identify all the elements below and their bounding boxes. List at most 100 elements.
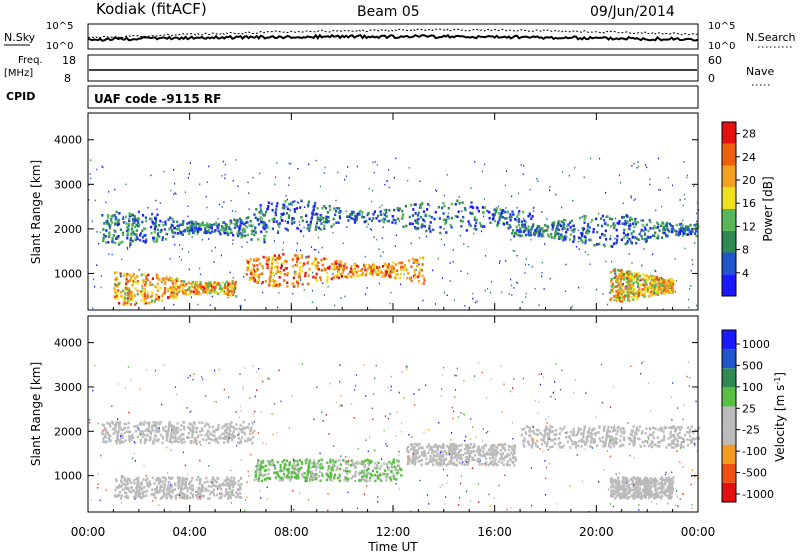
power-echo-cell <box>182 283 185 287</box>
power-echo-cell <box>502 222 506 226</box>
velocity-echo-cell <box>583 428 586 431</box>
power-echo-cell <box>413 268 416 272</box>
velocity-echo-cell <box>101 431 104 435</box>
power-echo-cell <box>115 292 118 295</box>
power-echo-cell <box>156 286 159 289</box>
power-echo-cell <box>399 276 402 280</box>
power-echo-cell <box>320 215 323 218</box>
power-echo-cell <box>135 229 138 232</box>
velocity-echo-cell <box>386 463 389 466</box>
power-echo-cell <box>661 289 665 293</box>
power-echo-cell <box>691 230 694 233</box>
power-noise-cell <box>315 228 318 231</box>
power-echo-cell <box>122 221 126 224</box>
velocity-echo-cell <box>308 461 311 464</box>
power-noise-cell <box>383 212 385 215</box>
power-echo-cell <box>568 221 572 224</box>
power-noise-cell <box>571 305 573 308</box>
power-noise-cell <box>380 210 382 212</box>
power-noise-cell <box>418 237 420 239</box>
power-noise-cell <box>96 264 98 266</box>
power-echo-cell <box>102 238 105 242</box>
power-echo-cell <box>171 224 174 227</box>
power-echo-cell <box>207 225 210 229</box>
velocity-echo-cell <box>422 451 425 454</box>
power-noise-cell <box>240 306 242 308</box>
power-noise-cell <box>114 188 116 191</box>
velocity-echo-cell <box>269 460 272 464</box>
power-echo-cell <box>154 217 157 220</box>
power-echo-cell <box>252 278 256 281</box>
power-echo-cell <box>324 206 328 210</box>
power-echo-cell <box>211 230 214 233</box>
power-noise-cell <box>282 241 285 244</box>
power-echo-cell <box>544 224 547 227</box>
velocity-echo-cell <box>311 461 314 465</box>
power-echo-cell <box>199 287 202 290</box>
power-echo-cell <box>109 226 112 230</box>
velocity-echo-cell <box>468 450 471 453</box>
power-echo-cell <box>239 232 242 235</box>
power-echo-cell <box>173 285 176 289</box>
velocity-echo-cell <box>651 441 654 444</box>
velocity-echo-cell <box>165 432 168 435</box>
velocity-echo-cell <box>301 462 304 465</box>
power-echo-cell <box>235 222 238 225</box>
power-echo-cell <box>666 221 669 225</box>
velocity-echo-cell <box>613 444 616 448</box>
power-echo-cell <box>647 229 650 233</box>
power-echo-cell <box>632 298 635 301</box>
power-noise-cell <box>501 291 503 294</box>
power-echo-cell <box>353 218 356 221</box>
velocity-echo-cell <box>218 486 221 490</box>
power-echo-cell <box>188 286 191 289</box>
power-echo-cell <box>304 274 307 278</box>
velocity-echo-cell <box>594 433 597 437</box>
velocity-echo-cell <box>527 440 530 443</box>
power-echo-cell <box>238 226 241 230</box>
velocity-echo-cell <box>124 427 127 430</box>
velocity-echo-cell <box>455 455 458 459</box>
velocity-echo-cell <box>136 435 139 439</box>
power-noise-cell <box>572 229 574 231</box>
velocity-echo-cell <box>285 468 288 471</box>
power-echo-cell <box>551 222 554 225</box>
power-echo-cell <box>255 208 258 211</box>
power-noise-cell <box>695 212 698 215</box>
velocity-echo-cell <box>227 440 230 444</box>
power-noise-cell <box>174 243 176 246</box>
power-echo-cell <box>261 281 264 284</box>
power-noise-cell <box>303 289 305 291</box>
power-echo-cell <box>136 289 139 293</box>
velocity-echo-cell <box>120 436 123 439</box>
velocity-echo-cell <box>247 426 250 429</box>
velocity-echo-cell <box>119 439 122 442</box>
velocity-echo-cell <box>413 448 416 451</box>
velocity-echo-cell <box>371 474 374 477</box>
power-echo-cell <box>250 229 253 233</box>
power-echo-cell <box>254 270 257 273</box>
power-echo-cell <box>619 292 622 296</box>
velocity-echo-cell <box>236 493 239 496</box>
velocity-echo-cell <box>300 466 303 470</box>
velocity-echo-cell <box>378 467 381 470</box>
power-echo-cell <box>350 265 353 268</box>
power-colorbar-label: Power [dB] <box>761 176 775 241</box>
power-echo-cell <box>327 216 330 219</box>
velocity-echo-cell <box>619 428 622 431</box>
velocity-echo-cell <box>393 477 396 480</box>
power-noise-cell <box>474 161 476 163</box>
velocity-echo-cell <box>683 438 686 442</box>
power-echo-cell <box>131 227 134 231</box>
power-noise-cell <box>280 270 282 273</box>
power-echo-cell <box>618 269 622 272</box>
power-echo-cell <box>241 221 244 225</box>
velocity-echo-cell <box>453 456 456 459</box>
power-noise-cell <box>541 275 543 278</box>
velocity-echo-cell <box>176 430 180 434</box>
power-echo-cell <box>168 295 171 299</box>
power-noise-cell <box>108 191 110 193</box>
power-noise-cell <box>511 195 513 198</box>
velocity-echo-cell <box>520 433 523 437</box>
